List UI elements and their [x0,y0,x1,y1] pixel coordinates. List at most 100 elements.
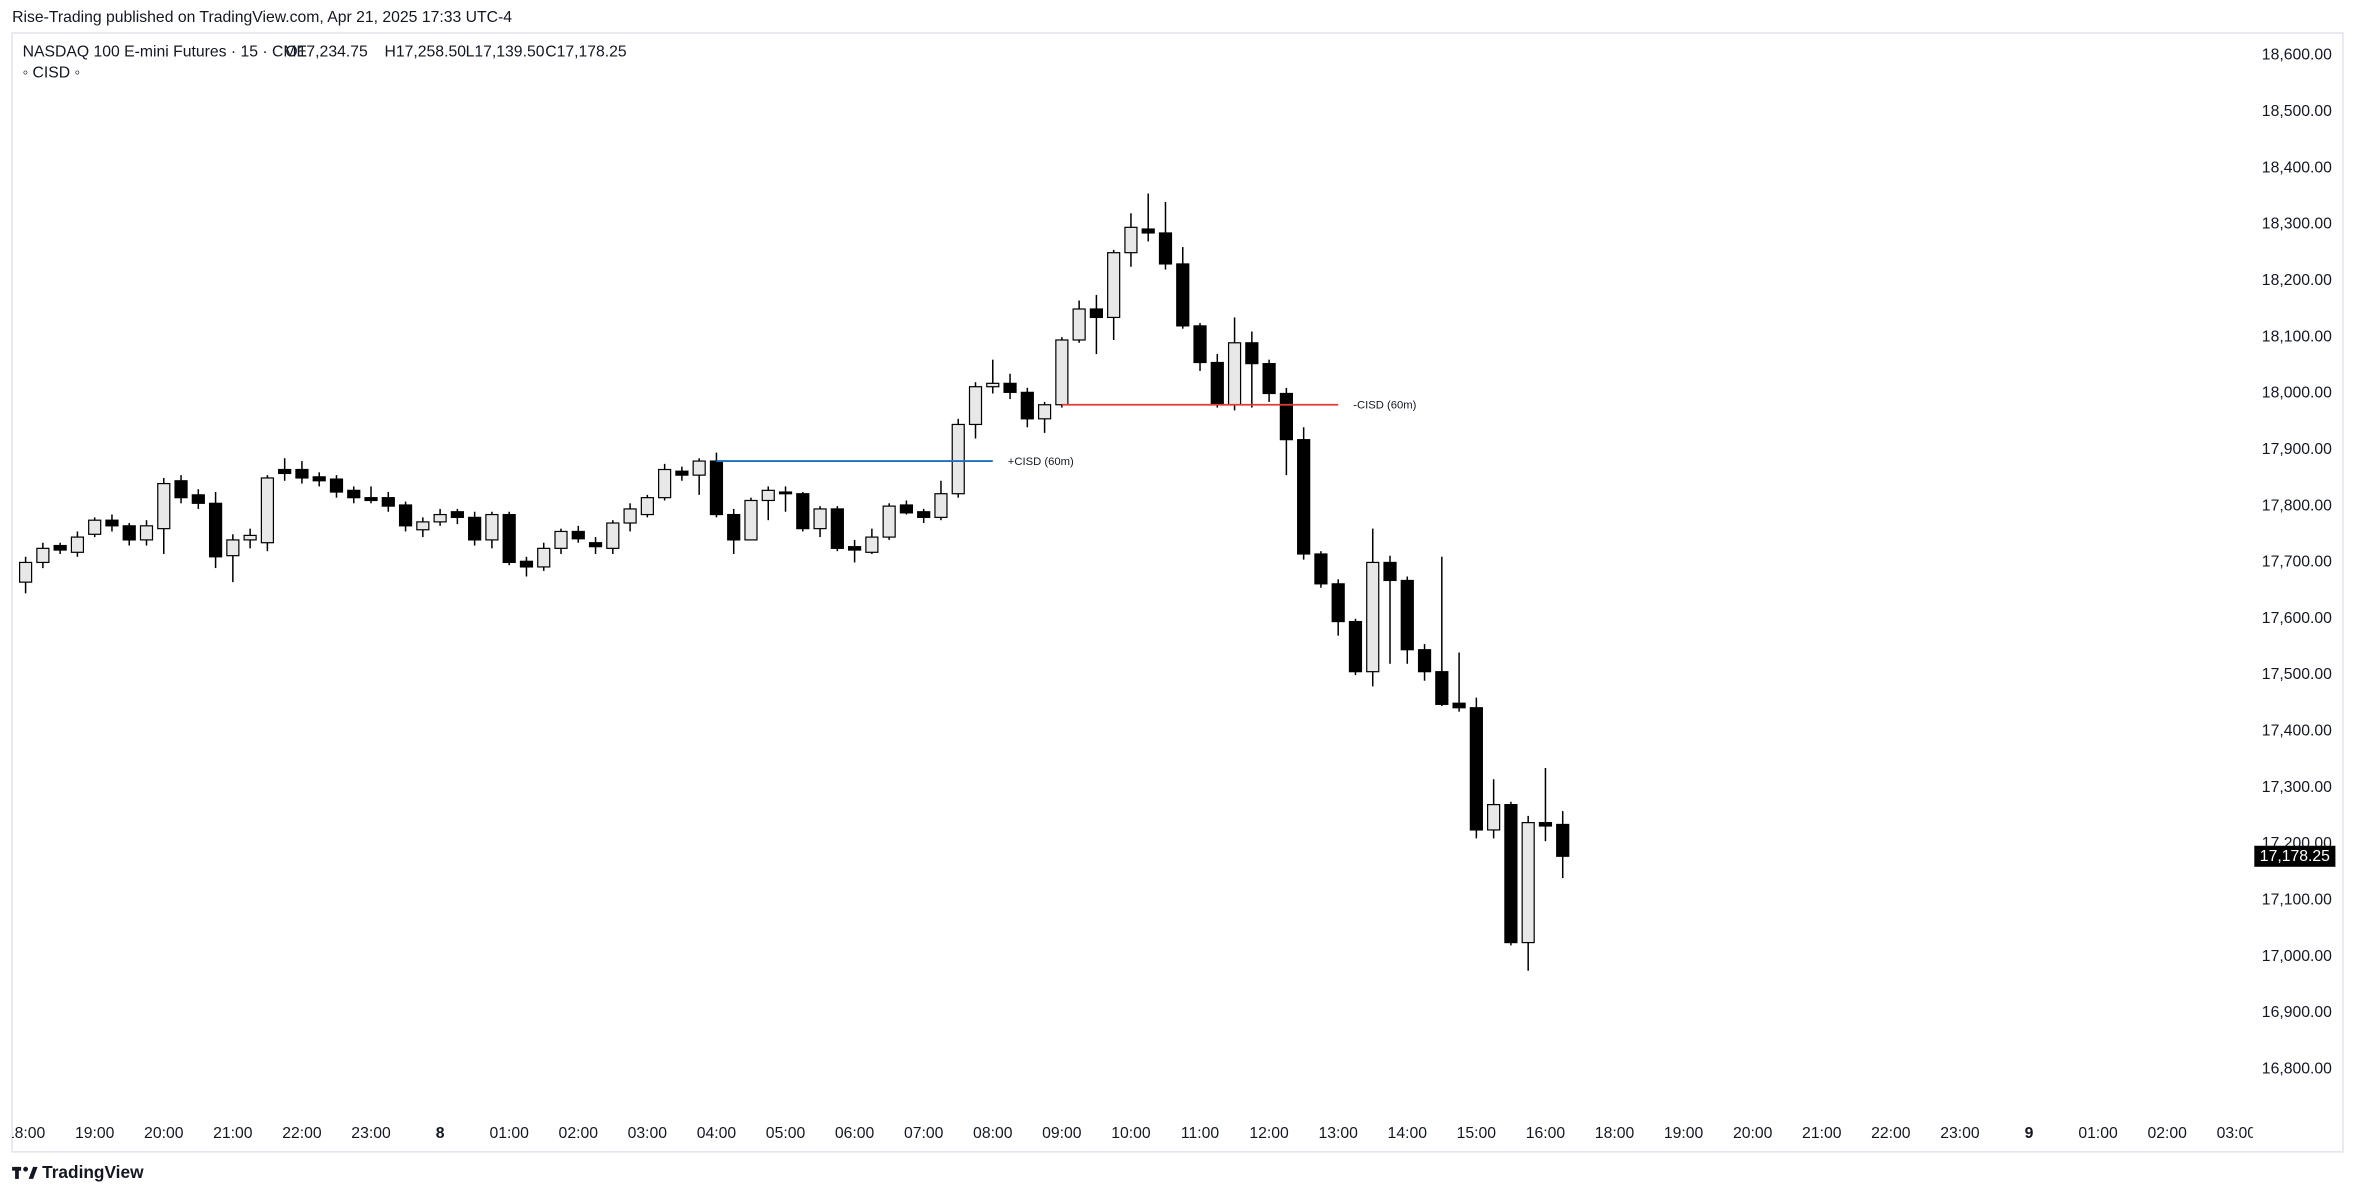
x-tick-label: 06:00 [835,1125,875,1142]
candle-body [139,525,154,541]
candle-body [502,513,516,564]
candle-body [398,504,413,527]
candle-body [848,546,862,551]
candle-body [312,476,326,482]
candle-body [468,516,482,541]
y-tick-label: 18,000.00 [2262,385,2332,402]
candle-body [1504,804,1518,944]
y-tick-label: 18,300.00 [2262,216,2332,233]
candle-body [1400,579,1414,651]
x-tick-label: 04:00 [697,1125,737,1142]
x-tick-label: 16:00 [1526,1125,1566,1142]
candle-body [951,423,965,495]
x-tick-label: 02:00 [2147,1125,2187,1142]
y-tick-label: 17,800.00 [2262,497,2332,514]
candle-body [1262,363,1276,395]
x-tick-label: 11:00 [1181,1125,1219,1142]
candle-body [347,489,361,499]
candle-body [1366,561,1380,673]
x-tick-label: 18:00 [1595,1125,1635,1142]
candle-body [692,460,706,476]
x-tick-label: 9 [2025,1125,2034,1142]
candle-body [917,511,931,518]
x-tick-label: 18:00 [6,1125,46,1142]
candle-body [53,544,67,551]
header: Rise-Trading published on TradingView.co… [12,9,512,26]
y-tick-label: 18,600.00 [2262,47,2332,64]
ohlc-close: C17,178.25 [545,44,627,61]
x-tick-label: 19:00 [75,1125,115,1142]
x-tick-label: 20:00 [1733,1125,1773,1142]
candle-body [1417,649,1432,673]
x-tick-label: 12:00 [1249,1125,1289,1142]
candle-body [416,521,430,531]
candle-body [796,493,810,530]
candle-body [450,511,464,518]
candle-body [1227,342,1242,406]
candle-body [18,561,33,583]
y-tick-label: 17,900.00 [2262,441,2332,458]
candle-body [744,499,758,541]
candle-body [329,478,344,493]
plot: 18:00 19:00 20:00 21:00 22:00 23:00 8 01:00 02:0… [6,193,2257,1142]
candle-body [295,468,309,479]
candle-body [1210,361,1224,406]
brand: TradingView [42,1162,144,1182]
candle-body [105,519,119,527]
candle-body [433,513,447,523]
candle-body [485,513,499,541]
candle-body [1003,382,1017,393]
x-tick-label: 03:00 [2217,1125,2257,1142]
candle-body [1158,232,1173,265]
brand-logo [12,1166,38,1179]
y-tick-label: 18,500.00 [2262,103,2332,120]
ohlc-open: O17,234.75 [285,44,368,61]
x-tick-label: 22:00 [1871,1125,1911,1142]
y-tick-label: 16,900.00 [2262,1004,2332,1021]
indicator: ◦ CISD ◦ [23,65,81,82]
candle-body [658,468,672,499]
x-tick-label: 21:00 [1802,1125,1842,1142]
candle-body [934,493,948,518]
y-tick-label: 18,200.00 [2262,272,2332,289]
x-tick-label: 07:00 [904,1125,944,1142]
candle-body [88,519,102,535]
x-tick-label: 15:00 [1457,1125,1497,1142]
x-tick-label: 08:00 [973,1125,1013,1142]
candle-body [1107,252,1121,319]
candle-body [1452,702,1466,709]
candle-body [865,536,879,553]
x-tick-label: 09:00 [1042,1125,1082,1142]
candle-body [1279,392,1293,441]
y-tick-label: 17,400.00 [2262,723,2332,740]
candle-body [778,491,793,495]
candle-body [70,536,85,553]
candle-body [640,497,654,516]
candle-body [1469,707,1483,831]
candle-body [1055,339,1069,406]
candle-body [588,542,603,548]
candle-body [243,534,257,541]
candle-body [36,547,50,564]
candle-body [381,497,395,507]
candle-body [364,497,378,502]
candle-body [1297,439,1311,555]
candle-body [1124,226,1138,254]
candle-body [519,560,534,568]
y-tick-label: 16,800.00 [2262,1060,2332,1077]
last-price-label: 17,178.25 [2260,848,2330,865]
frame [11,32,2344,1153]
candle-body [882,505,896,538]
x-tick-label: 22:00 [282,1125,322,1142]
x-tick-label: 8 [436,1125,445,1142]
y-tick-label: 17,000.00 [2262,948,2332,965]
candle-body [1435,671,1449,705]
last-price-tag [2254,845,2336,867]
candle-body [174,480,188,499]
candle-body [606,522,620,549]
y-tick-label: 18,400.00 [2262,159,2332,176]
x-tick-label: 13:00 [1318,1125,1358,1142]
candle-body [1176,263,1190,327]
candle-body [1037,404,1052,420]
